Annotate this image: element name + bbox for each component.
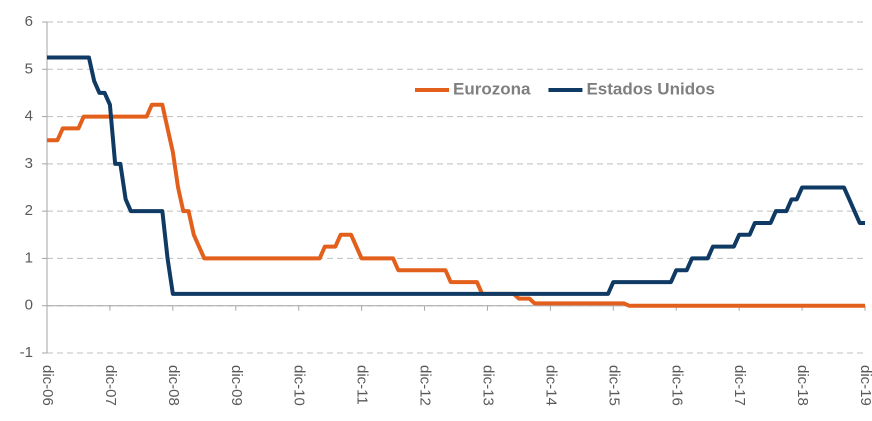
- x-tick-label: dic-08: [165, 365, 182, 406]
- x-tick-label: dic-11: [354, 365, 371, 405]
- series-line: [47, 55, 865, 296]
- x-tick-label: dic-06: [39, 365, 56, 406]
- y-tick-label: 4: [25, 108, 33, 125]
- x-tick-label: dic-18: [794, 365, 811, 406]
- x-tick-label: dic-19: [857, 365, 872, 406]
- x-tick-label: dic-13: [479, 365, 496, 406]
- y-tick-label: 5: [25, 60, 33, 77]
- y-tick-label: -1: [20, 344, 33, 361]
- legend: Eurozona Estados Unidos: [415, 79, 715, 98]
- y-tick-label: 6: [25, 13, 33, 30]
- x-tick-label: dic-16: [668, 365, 685, 406]
- y-tick-label: 2: [25, 202, 33, 219]
- x-tick-label: dic-09: [228, 365, 245, 406]
- legend-label: Eurozona: [453, 79, 531, 98]
- x-tick-label: dic-14: [542, 365, 559, 406]
- x-tick-label: dic-15: [605, 365, 622, 406]
- x-tick-label: dic-17: [731, 365, 748, 406]
- x-tick-label: dic-07: [102, 365, 119, 406]
- y-tick-label: 1: [25, 249, 33, 266]
- y-tick-label: 3: [25, 155, 33, 172]
- x-tick-label: dic-10: [291, 365, 308, 406]
- y-tick-label: 0: [25, 297, 33, 314]
- x-tick-label: dic-12: [417, 365, 434, 406]
- legend-label: Estados Unidos: [586, 79, 714, 98]
